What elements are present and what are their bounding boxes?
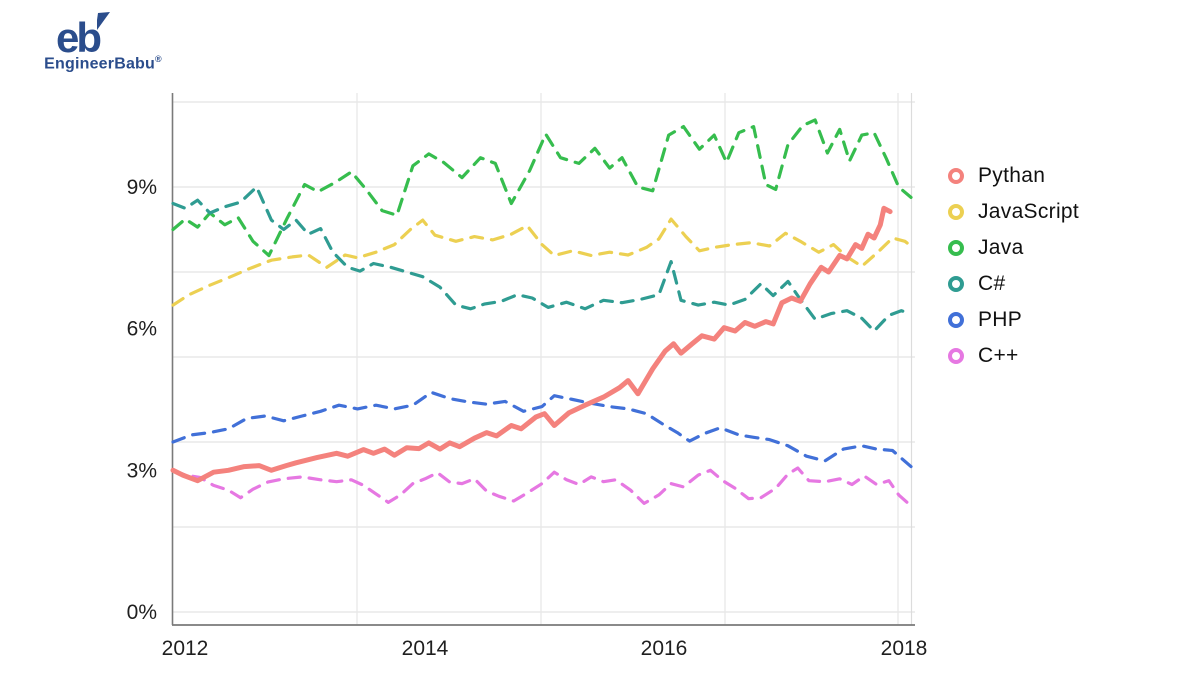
series-line-java xyxy=(171,118,913,258)
legend-ring-icon xyxy=(948,240,964,256)
legend-label: JavaScript xyxy=(978,200,1080,223)
x-tick-label: 2014 xyxy=(402,637,449,660)
legend-item-javascript[interactable]: JavaScript xyxy=(948,194,1079,230)
series-line-csharp xyxy=(171,185,913,333)
registered-mark: ® xyxy=(155,54,162,64)
legend-ring-icon xyxy=(948,348,964,364)
engineerbabu-logo-icon: eb xyxy=(56,12,110,58)
legend-label: Pythan xyxy=(978,164,1046,187)
y-tick-label: 3% xyxy=(127,459,157,482)
series-line-php xyxy=(171,390,913,469)
svg-text:eb: eb xyxy=(56,14,100,58)
y-tick-label: 0% xyxy=(127,601,157,624)
legend-item-python[interactable]: Pythan xyxy=(948,158,1079,194)
x-tick-label: 2012 xyxy=(162,637,209,660)
legend-ring-icon xyxy=(948,276,964,292)
engineerbabu-logo-text: EngineerBabu® xyxy=(30,54,176,73)
x-tick-label: 2016 xyxy=(641,637,688,660)
legend-item-cpp[interactable]: C++ xyxy=(948,338,1079,374)
brand-name: EngineerBabu xyxy=(44,55,156,73)
y-tick-label: 6% xyxy=(127,318,157,341)
y-tick-label: 9% xyxy=(127,176,157,199)
legend-item-csharp[interactable]: C# xyxy=(948,266,1079,302)
x-tick-label: 2018 xyxy=(881,637,928,660)
legend-label: C# xyxy=(978,272,1006,295)
series-line-javascript xyxy=(171,217,913,307)
series-line-cpp xyxy=(171,466,913,508)
series-line-python xyxy=(170,205,893,484)
chart-legend: Pythan JavaScript Java C# PHP C++ xyxy=(948,158,1079,374)
legend-ring-icon xyxy=(948,168,964,184)
legend-label: Java xyxy=(978,236,1024,259)
legend-label: PHP xyxy=(978,308,1023,331)
legend-ring-icon xyxy=(948,204,964,220)
legend-item-php[interactable]: PHP xyxy=(948,302,1079,338)
legend-item-java[interactable]: Java xyxy=(948,230,1079,266)
legend-label: C++ xyxy=(978,344,1019,367)
legend-ring-icon xyxy=(948,312,964,328)
engineerbabu-logo: eb EngineerBabu® xyxy=(28,10,178,76)
